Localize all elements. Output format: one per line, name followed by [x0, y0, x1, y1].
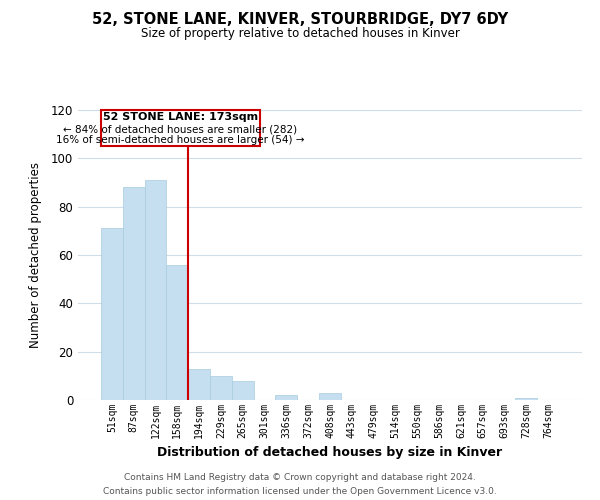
X-axis label: Distribution of detached houses by size in Kinver: Distribution of detached houses by size …: [157, 446, 503, 460]
Bar: [319, 393, 341, 400]
Bar: [166, 264, 188, 400]
Bar: [515, 398, 537, 400]
Y-axis label: Number of detached properties: Number of detached properties: [29, 162, 43, 348]
Text: Contains public sector information licensed under the Open Government Licence v3: Contains public sector information licen…: [103, 486, 497, 496]
Bar: [101, 228, 123, 400]
Text: 16% of semi-detached houses are larger (54) →: 16% of semi-detached houses are larger (…: [56, 135, 305, 145]
Text: ← 84% of detached houses are smaller (282): ← 84% of detached houses are smaller (28…: [64, 124, 298, 134]
Bar: [275, 395, 297, 400]
Text: 52 STONE LANE: 173sqm: 52 STONE LANE: 173sqm: [103, 112, 258, 122]
Text: Size of property relative to detached houses in Kinver: Size of property relative to detached ho…: [140, 28, 460, 40]
Text: 52, STONE LANE, KINVER, STOURBRIDGE, DY7 6DY: 52, STONE LANE, KINVER, STOURBRIDGE, DY7…: [92, 12, 508, 28]
Bar: [210, 376, 232, 400]
Bar: [145, 180, 166, 400]
FancyBboxPatch shape: [101, 110, 260, 146]
Bar: [188, 368, 210, 400]
Text: Contains HM Land Registry data © Crown copyright and database right 2024.: Contains HM Land Registry data © Crown c…: [124, 473, 476, 482]
Bar: [232, 380, 254, 400]
Bar: [123, 188, 145, 400]
